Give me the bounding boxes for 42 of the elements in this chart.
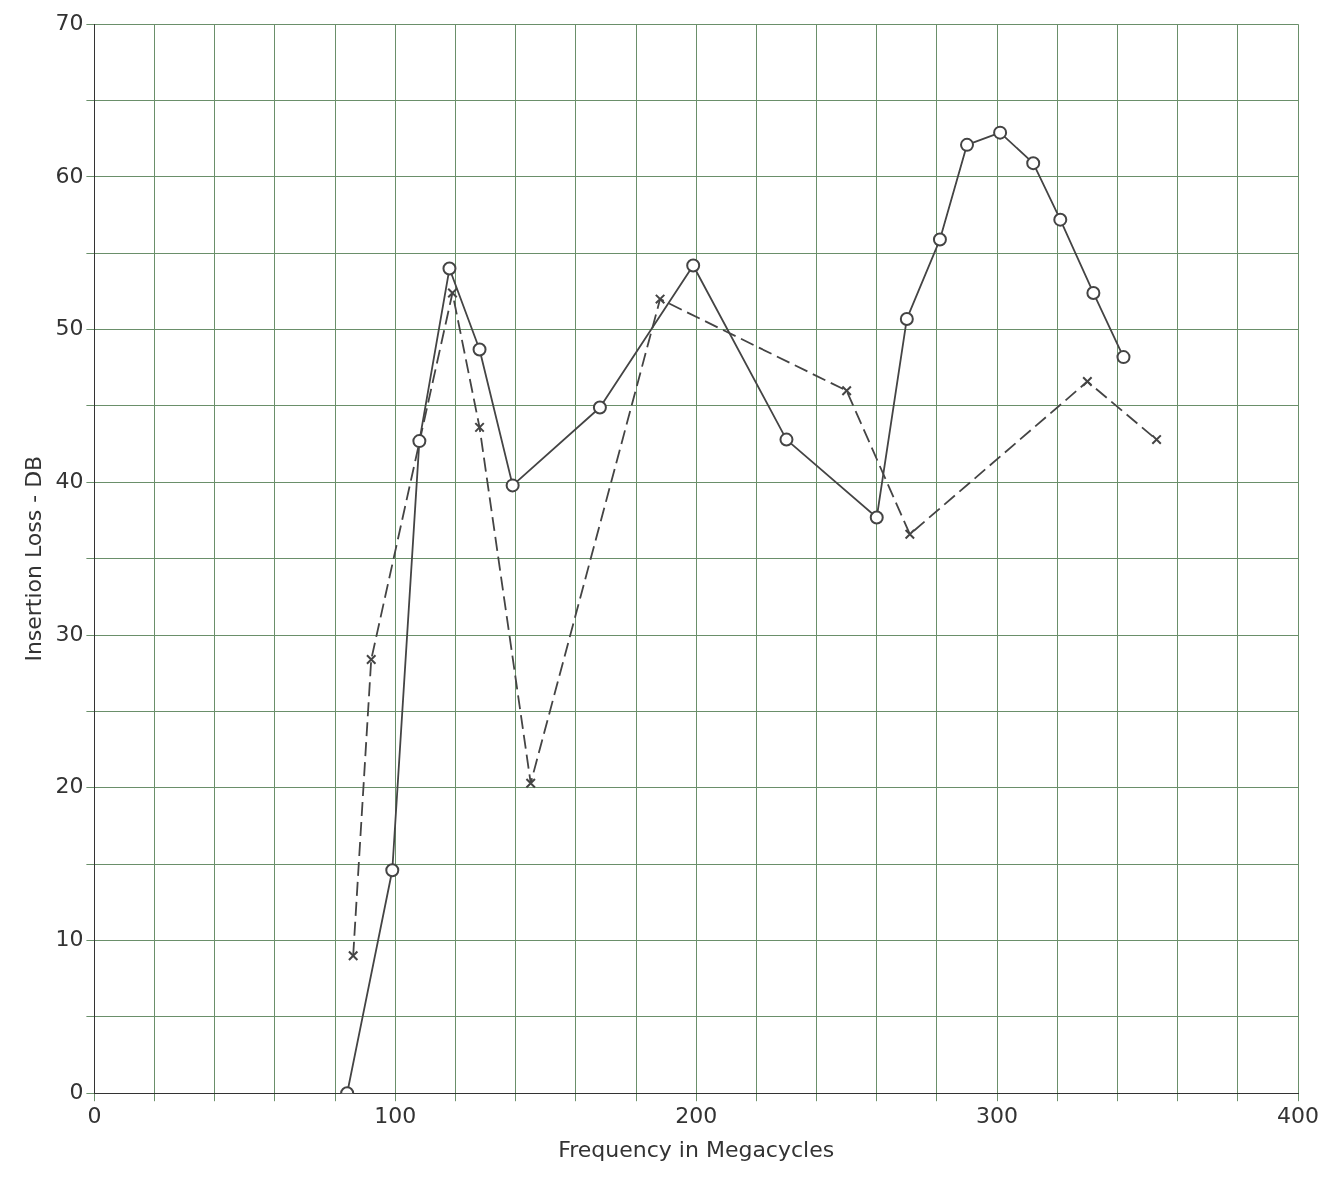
point xyxy=(1086,285,1101,300)
point xyxy=(686,258,701,273)
y-tick-label: 70 xyxy=(55,9,84,35)
y-tick-label: 40 xyxy=(55,468,84,494)
x-tick-label: 0 xyxy=(87,1103,102,1129)
x-axis-title: Frequency in Megacycles xyxy=(558,1136,835,1162)
x-tick-label: 400 xyxy=(1277,1103,1319,1129)
point xyxy=(347,950,359,961)
y-tick-label: 10 xyxy=(55,926,84,952)
y-tick-label: 30 xyxy=(55,620,84,646)
point xyxy=(1151,434,1162,445)
y-tick-label: 50 xyxy=(55,315,84,341)
point xyxy=(412,434,427,449)
point xyxy=(779,432,794,447)
y-axis-title: Insertion Loss - DB xyxy=(20,455,46,662)
point xyxy=(592,400,607,415)
point xyxy=(442,261,457,276)
y-tick-label: 0 xyxy=(69,1078,84,1104)
point xyxy=(841,385,852,396)
point xyxy=(474,422,485,433)
point xyxy=(525,777,536,789)
point xyxy=(447,287,458,299)
x-tick-label: 200 xyxy=(675,1103,718,1129)
point xyxy=(385,863,400,878)
point xyxy=(505,478,520,493)
point xyxy=(654,293,666,305)
point xyxy=(1082,376,1093,387)
point xyxy=(869,510,884,525)
y-tick-label: 60 xyxy=(55,162,84,188)
point xyxy=(932,232,947,247)
point xyxy=(472,342,487,357)
point xyxy=(904,529,916,540)
y-tick-label: 20 xyxy=(55,773,84,799)
point xyxy=(365,654,377,665)
point xyxy=(993,125,1008,140)
point xyxy=(899,311,914,326)
point xyxy=(1026,156,1041,171)
x-tick-label: 100 xyxy=(374,1103,417,1129)
x-tick-label: 300 xyxy=(976,1103,1019,1129)
point xyxy=(1053,212,1068,227)
point xyxy=(1116,350,1131,365)
point xyxy=(960,137,975,152)
